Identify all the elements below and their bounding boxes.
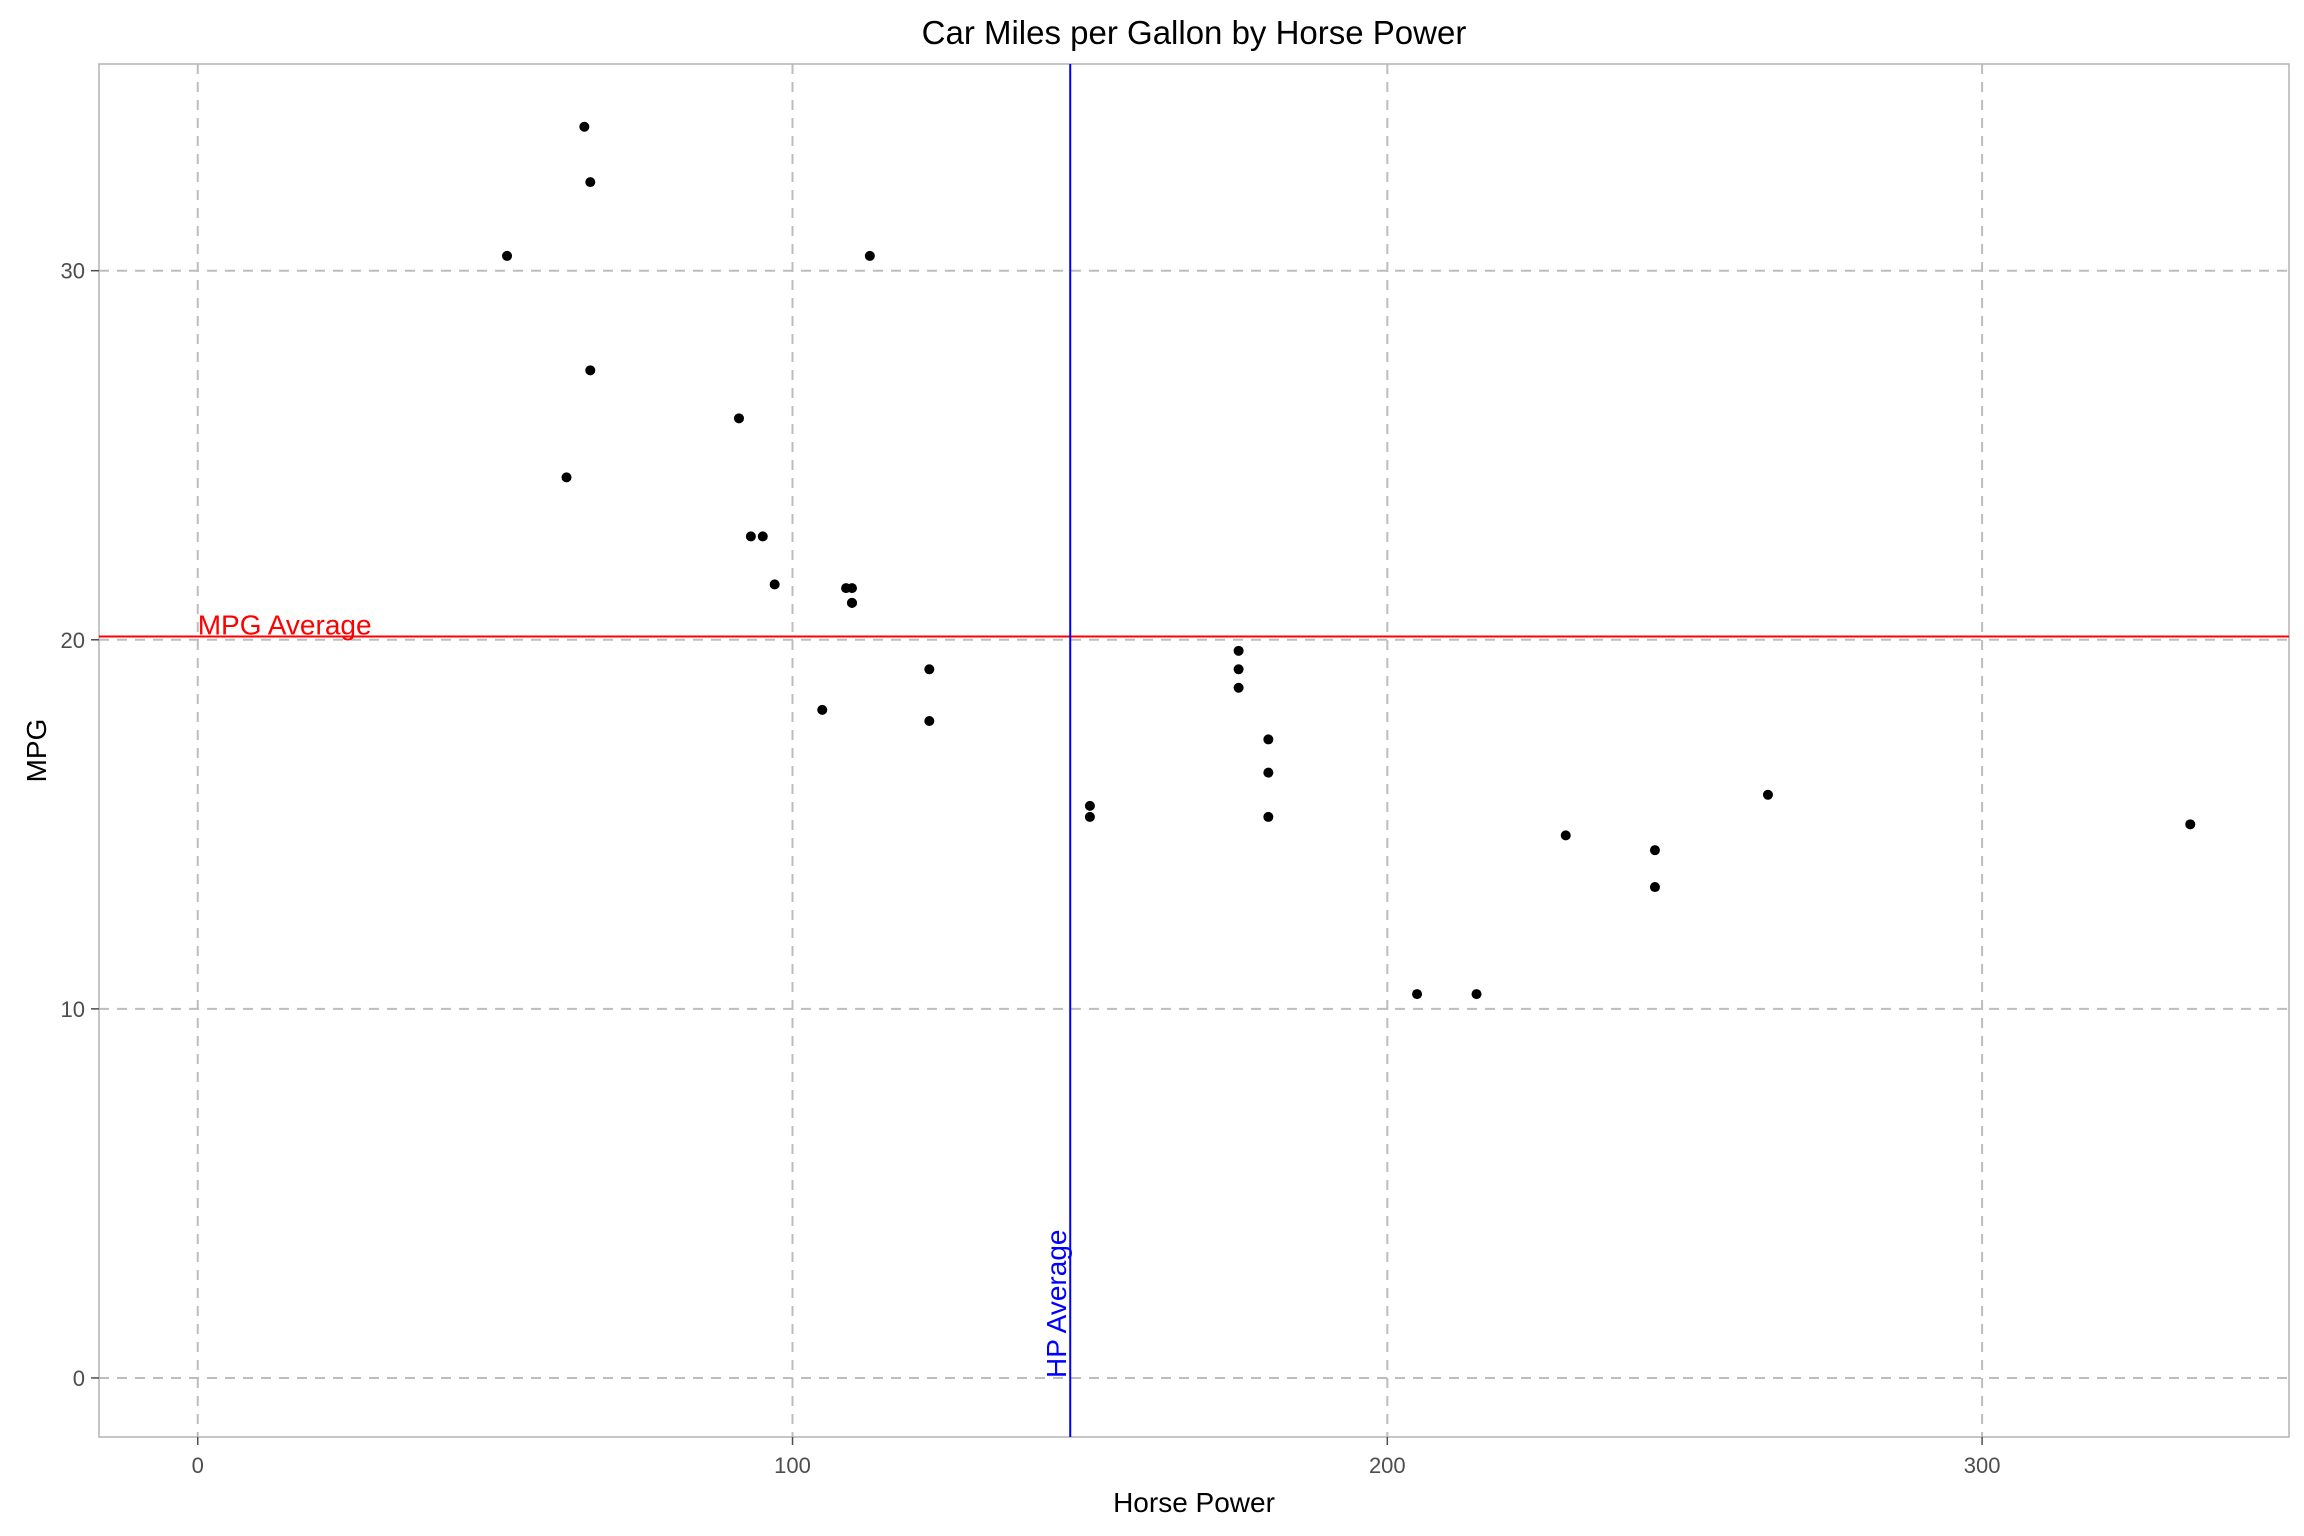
data-point bbox=[1649, 882, 1660, 893]
data-point bbox=[1263, 811, 1274, 822]
data-point bbox=[1084, 800, 1095, 811]
data-point bbox=[1233, 664, 1244, 675]
data-point bbox=[1471, 989, 1482, 1000]
data-point bbox=[841, 583, 852, 594]
data-point bbox=[924, 664, 935, 675]
data-point bbox=[924, 715, 935, 726]
data-point bbox=[864, 250, 875, 261]
x-tick-label: 200 bbox=[1369, 1453, 1406, 1478]
data-point bbox=[1263, 734, 1274, 745]
chart-title: Car Miles per Gallon by Horse Power bbox=[922, 14, 1467, 51]
data-point bbox=[1233, 645, 1244, 656]
axis-ticks: 0 100 200 300 0 10 20 30 bbox=[61, 259, 2001, 1478]
x-tick-label: 0 bbox=[192, 1453, 204, 1478]
mpg-average-label: MPG Average bbox=[198, 609, 372, 640]
data-point bbox=[733, 413, 744, 424]
data-point bbox=[817, 704, 828, 715]
data-point bbox=[1263, 767, 1274, 778]
data-point bbox=[561, 472, 572, 483]
y-tick-label: 10 bbox=[61, 997, 85, 1022]
x-tick-label: 300 bbox=[1964, 1453, 2001, 1478]
data-point bbox=[1412, 989, 1423, 1000]
grid-lines bbox=[99, 64, 2289, 1437]
y-tick-label: 30 bbox=[61, 259, 85, 284]
data-point bbox=[1084, 811, 1095, 822]
data-points bbox=[502, 121, 2196, 1000]
y-tick-label: 20 bbox=[61, 628, 85, 653]
annotations: MPG Average HP Average bbox=[198, 609, 1072, 1377]
data-point bbox=[585, 177, 596, 188]
data-point bbox=[757, 531, 768, 542]
y-axis-title: MPG bbox=[21, 719, 52, 783]
data-point bbox=[769, 579, 780, 590]
data-point bbox=[2185, 819, 2196, 830]
data-point bbox=[745, 531, 756, 542]
x-tick-label: 100 bbox=[774, 1453, 811, 1478]
data-point bbox=[579, 121, 590, 132]
y-tick-label: 0 bbox=[73, 1366, 85, 1391]
reference-lines bbox=[99, 64, 2289, 1437]
panel-border bbox=[98, 63, 2290, 1438]
data-point bbox=[846, 597, 857, 608]
data-point bbox=[585, 365, 596, 376]
data-point bbox=[502, 250, 513, 261]
data-point bbox=[1233, 682, 1244, 693]
hp-average-label: HP Average bbox=[1041, 1230, 1072, 1378]
data-point bbox=[1560, 830, 1571, 841]
data-point bbox=[1649, 845, 1660, 856]
data-point bbox=[1762, 789, 1773, 800]
x-axis-title: Horse Power bbox=[1113, 1487, 1275, 1518]
